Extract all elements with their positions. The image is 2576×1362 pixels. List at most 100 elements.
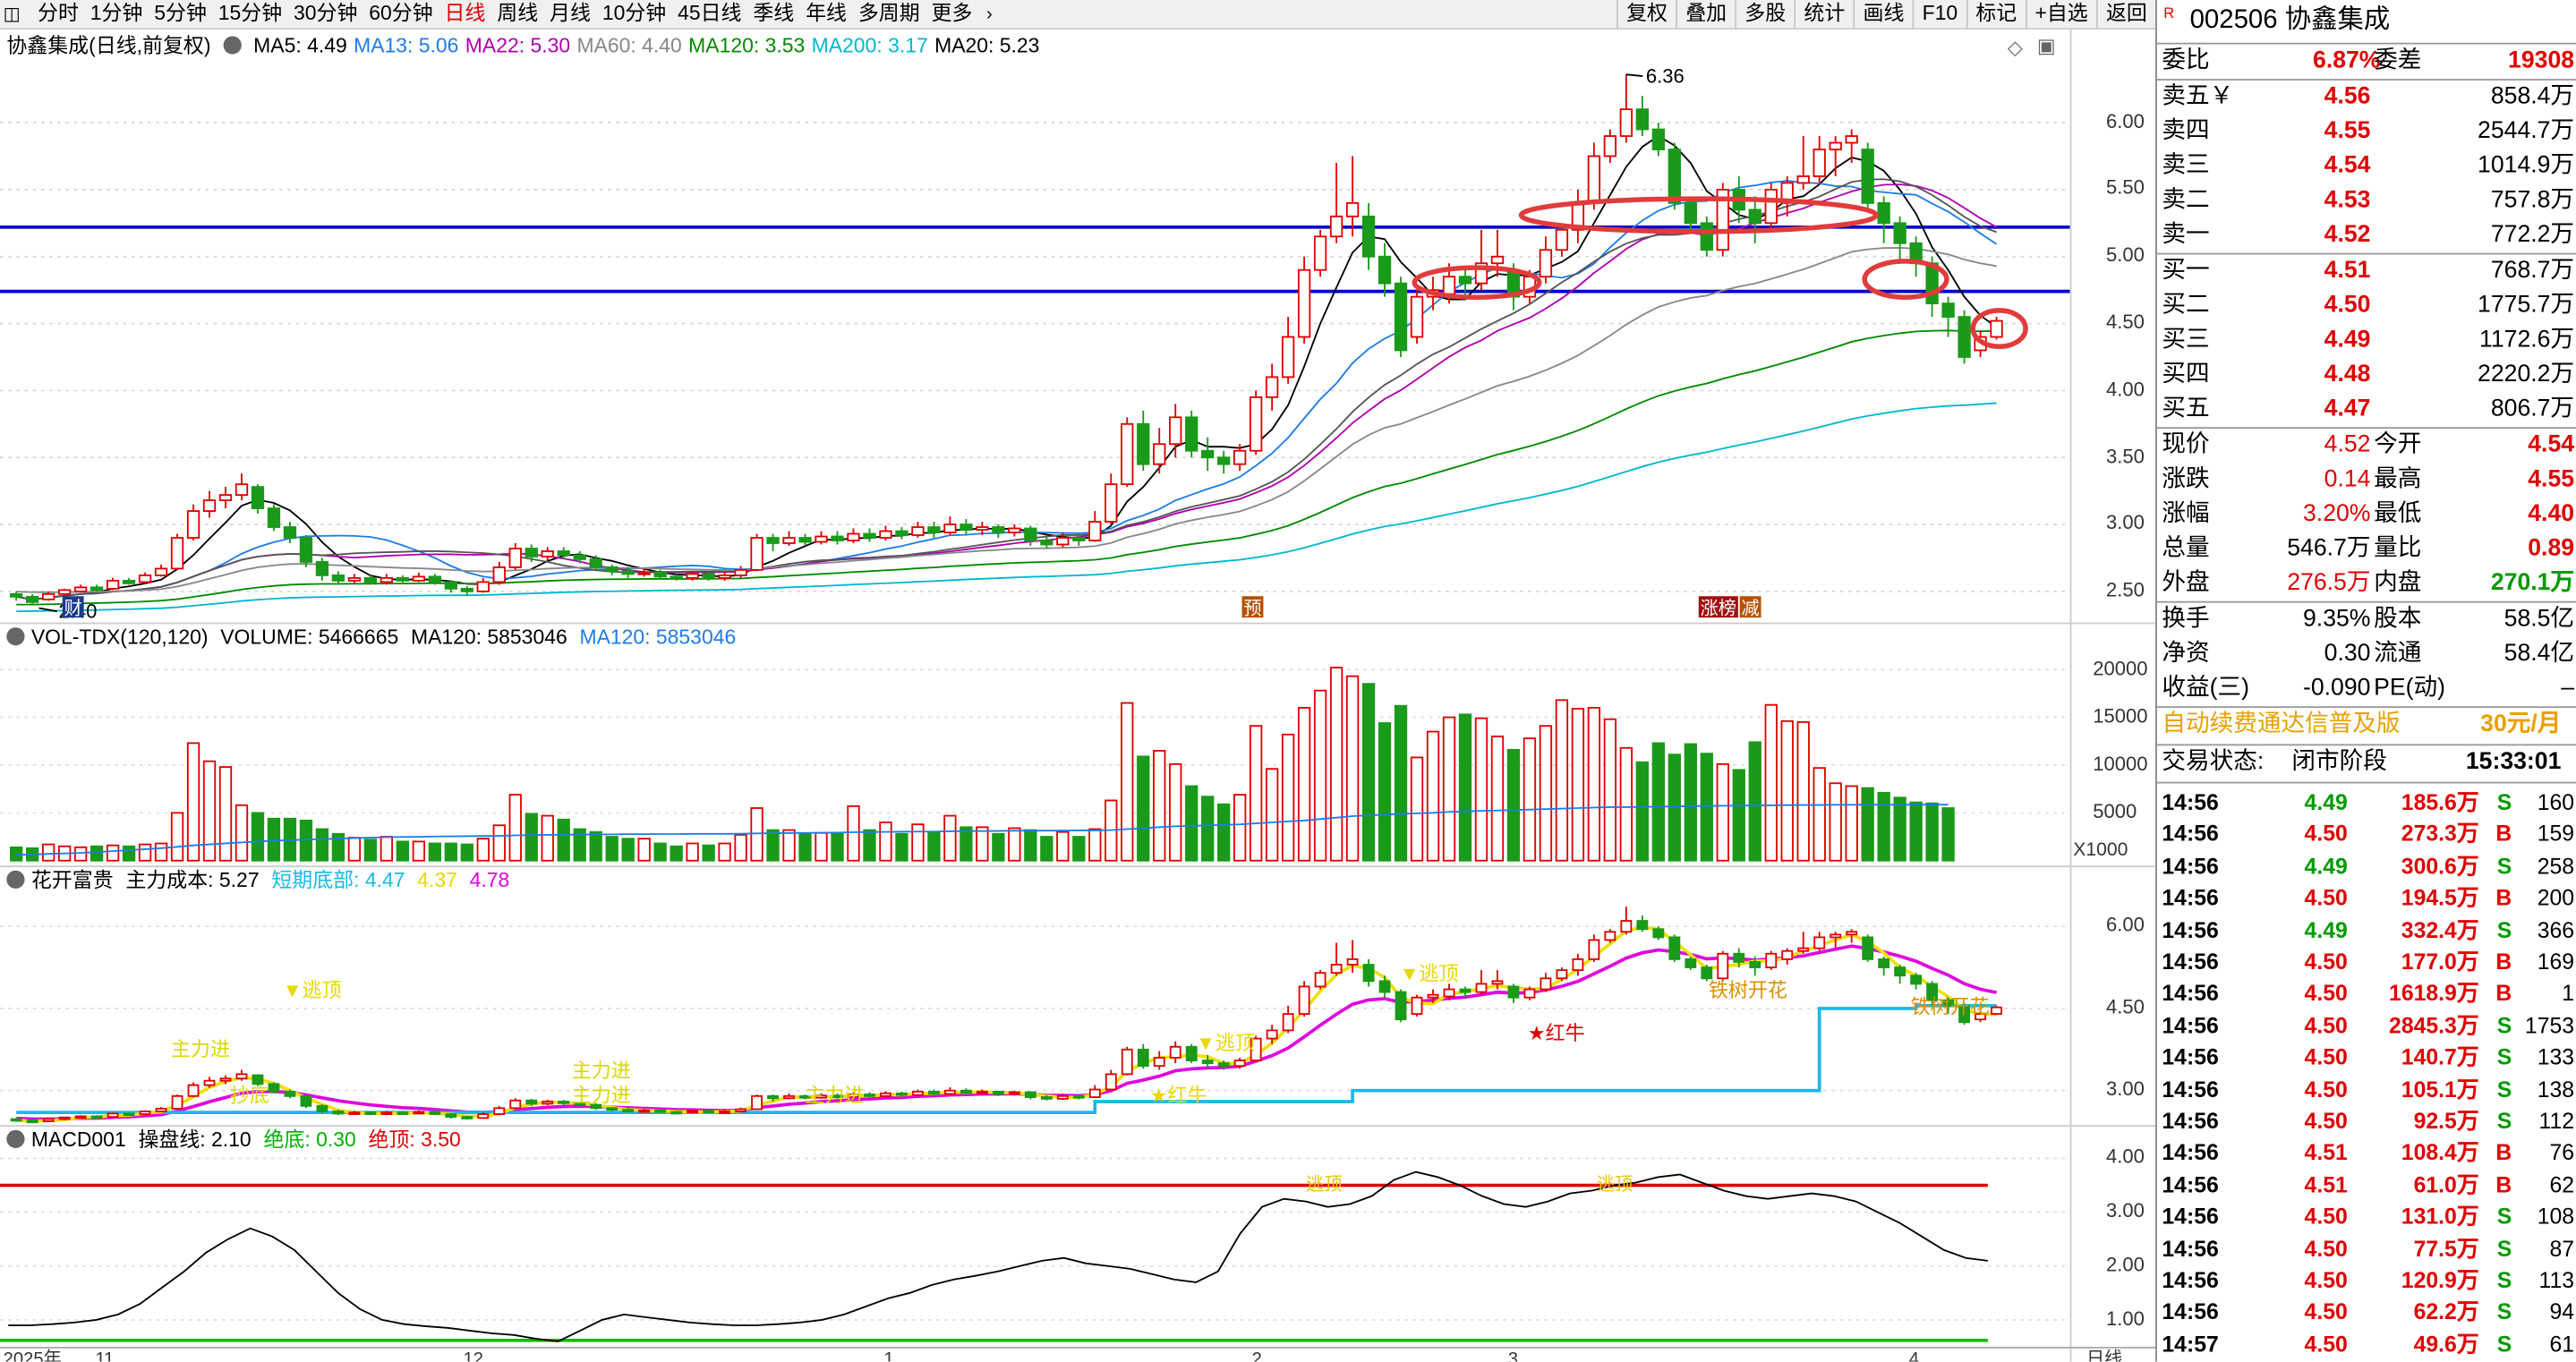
candle[interactable] <box>186 504 200 541</box>
period-tab-14[interactable]: 更多 <box>931 1 973 25</box>
candle[interactable] <box>1651 123 1665 157</box>
volume-bar[interactable] <box>170 812 184 862</box>
indicator-settings-icon[interactable] <box>6 870 25 889</box>
volume-bar[interactable] <box>1635 761 1650 862</box>
candle[interactable] <box>1297 256 1311 345</box>
volume-bar[interactable] <box>1345 675 1360 862</box>
candle[interactable] <box>766 533 780 551</box>
candle[interactable] <box>1893 216 1906 264</box>
candle[interactable] <box>1040 535 1053 549</box>
volume-bar[interactable] <box>380 836 394 862</box>
volume-bar[interactable] <box>637 838 651 862</box>
toolbar-button-2[interactable]: 多股 <box>1735 0 1794 30</box>
candle[interactable] <box>1845 129 1858 163</box>
toolbar-button-4[interactable]: 画线 <box>1853 0 1913 30</box>
volume-bar[interactable] <box>1153 750 1166 862</box>
candle[interactable] <box>847 528 860 543</box>
candle[interactable] <box>895 527 908 540</box>
volume-bar[interactable] <box>782 829 796 862</box>
volume-bar[interactable] <box>331 832 345 862</box>
candlestick-chart[interactable]: 6.362.40财预涨榜减 <box>0 63 2070 621</box>
volume-bar[interactable] <box>1941 807 1955 862</box>
volume-bar[interactable] <box>1024 829 1037 862</box>
volume-bar[interactable] <box>766 829 780 862</box>
macd-settings-icon[interactable] <box>6 1129 25 1148</box>
candle[interactable] <box>1378 243 1392 297</box>
volume-bar[interactable] <box>1217 803 1231 862</box>
volume-bar[interactable] <box>734 833 747 862</box>
toolbar-button-5[interactable]: F10 <box>1912 0 1966 30</box>
volume-bar[interactable] <box>1410 756 1424 862</box>
candle[interactable] <box>798 533 812 546</box>
candle[interactable] <box>1571 189 1585 243</box>
candle[interactable] <box>1313 229 1327 277</box>
candle[interactable] <box>1250 390 1263 455</box>
candle[interactable] <box>815 531 828 545</box>
volume-bar[interactable] <box>1571 708 1585 862</box>
candle[interactable] <box>1813 136 1826 183</box>
candle[interactable] <box>444 580 457 593</box>
candle[interactable] <box>1088 511 1102 542</box>
candle[interactable] <box>1861 142 1874 210</box>
candle[interactable] <box>235 473 249 501</box>
volume-bar[interactable] <box>1426 730 1440 862</box>
period-tab-0[interactable]: 分时 <box>38 1 79 25</box>
volume-bar[interactable] <box>1458 713 1472 862</box>
volume-settings-icon[interactable] <box>6 627 25 646</box>
volume-bar[interactable] <box>90 845 104 862</box>
candle[interactable] <box>331 571 345 585</box>
drawn-ellipse-3[interactable] <box>1970 308 2028 350</box>
candle[interactable] <box>57 588 72 597</box>
candle[interactable] <box>476 577 490 593</box>
candle[interactable] <box>428 574 441 585</box>
candle[interactable] <box>10 591 23 601</box>
candle[interactable] <box>1684 196 1697 230</box>
volume-bar[interactable] <box>798 832 812 862</box>
candle[interactable] <box>621 566 635 578</box>
period-tab-4[interactable]: 30分钟 <box>294 1 358 25</box>
volume-bar[interactable] <box>315 828 329 862</box>
period-tab-12[interactable]: 年线 <box>806 1 848 25</box>
period-tab-13[interactable]: 多周期 <box>857 1 920 25</box>
volume-bar[interactable] <box>1603 718 1617 862</box>
volume-bar[interactable] <box>1378 722 1392 862</box>
candle[interactable] <box>686 571 699 581</box>
volume-bar[interactable] <box>879 821 892 862</box>
candle[interactable] <box>218 487 233 509</box>
candle[interactable] <box>831 531 844 545</box>
candle[interactable] <box>1137 410 1150 472</box>
volume-bar[interactable] <box>911 823 925 862</box>
volume-bar[interactable] <box>815 831 828 862</box>
volume-bar[interactable] <box>960 826 973 862</box>
period-tab-3[interactable]: 15分钟 <box>218 1 283 25</box>
period-tab-5[interactable]: 60分钟 <box>369 1 433 25</box>
period-tab-8[interactable]: 月线 <box>550 1 591 25</box>
volume-bar[interactable] <box>1201 796 1215 862</box>
volume-bar[interactable] <box>1185 785 1198 862</box>
candle[interactable] <box>943 516 957 536</box>
toolbar-button-1[interactable]: 叠加 <box>1676 0 1735 30</box>
candle[interactable] <box>283 522 297 543</box>
candle[interactable] <box>1056 532 1070 548</box>
candle[interactable] <box>702 571 715 581</box>
candle[interactable] <box>170 533 184 570</box>
candle[interactable] <box>460 585 473 596</box>
volume-chart[interactable] <box>0 651 2070 864</box>
candle[interactable] <box>90 584 104 592</box>
volume-bar[interactable] <box>653 842 667 862</box>
macd-chart[interactable]: 逃顶 逃顶 <box>0 1153 2070 1347</box>
candle[interactable] <box>1265 363 1279 411</box>
volume-bar[interactable] <box>1329 667 1343 862</box>
candle[interactable] <box>1153 428 1166 474</box>
volume-bar[interactable] <box>186 742 200 862</box>
candle[interactable] <box>589 555 602 572</box>
candle[interactable] <box>782 531 796 546</box>
volume-bar[interactable] <box>1523 737 1537 862</box>
volume-bar[interactable] <box>299 819 313 862</box>
drawn-ellipse-2[interactable] <box>1862 259 1949 300</box>
volume-bar[interactable] <box>1845 785 1858 862</box>
candle[interactable] <box>1829 136 1842 176</box>
candle[interactable] <box>1072 533 1086 546</box>
volume-bar[interactable] <box>1539 725 1553 862</box>
volume-bar[interactable] <box>831 831 844 862</box>
